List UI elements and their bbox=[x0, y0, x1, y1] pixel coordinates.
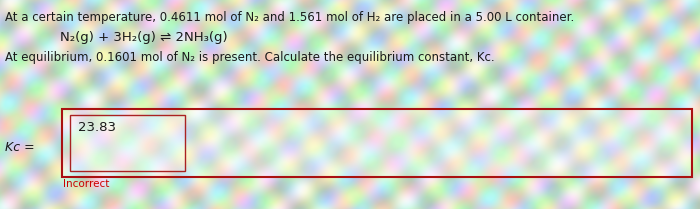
Text: 23.83: 23.83 bbox=[78, 121, 116, 134]
Text: At equilibrium, 0.1601 mol of N₂ is present. Calculate the equilibrium constant,: At equilibrium, 0.1601 mol of N₂ is pres… bbox=[5, 51, 495, 64]
Text: Kᴄ =: Kᴄ = bbox=[5, 141, 34, 154]
Text: At a certain temperature, 0.4611 mol of N₂ and 1.561 mol of H₂ are placed in a 5: At a certain temperature, 0.4611 mol of … bbox=[5, 11, 574, 24]
Bar bbox=[70, 115, 185, 171]
Bar bbox=[62, 109, 692, 177]
Text: N₂(g) + 3H₂(g) ⇌ 2NH₃(g): N₂(g) + 3H₂(g) ⇌ 2NH₃(g) bbox=[60, 31, 228, 44]
Text: Incorrect: Incorrect bbox=[63, 179, 109, 189]
